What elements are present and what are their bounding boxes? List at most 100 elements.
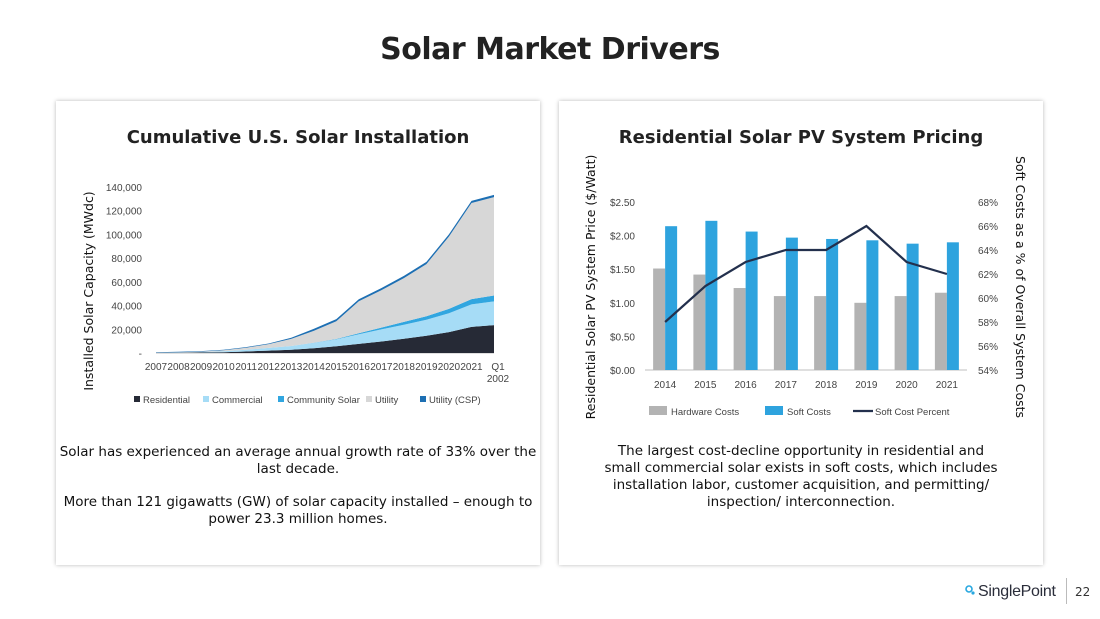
bar-soft-costs [906,243,919,370]
capacity-text: More than 121 gigawatts (GW) of solar ca… [63,494,533,527]
installation-chart-title: Cumulative U.S. Solar Installation [126,127,470,148]
y2-tick-label: 54% [978,366,998,377]
singlepoint-logo: SinglePoint [964,580,1056,604]
x-tick-label: 2008 [167,362,190,373]
legend-label-hardware-costs: Hardware Costs [671,407,739,418]
bar-soft-costs [745,231,758,370]
y-tick-label: 20,000 [111,325,142,336]
bar-soft-costs [785,237,798,370]
y2-axis-title: Soft Costs as a % of Overall System Cost… [1013,156,1028,418]
y2-tick-label: 56% [978,342,998,353]
installation-description: Solar has experienced an average annual … [56,444,540,528]
legend-swatch-community-solar [278,396,284,402]
x-tick-label: 2011 [235,362,257,373]
legend-label-community-solar: Community Solar [287,395,360,406]
x-tick-label: 2021 [936,380,959,391]
x-tick-label: 2017 [775,380,798,391]
legend-swatch-utility-csp [420,396,426,402]
bar-hardware-costs [773,296,786,370]
area-series-commercial [156,301,494,353]
bar-soft-costs [866,240,879,370]
legend-label-commercial: Commercial [212,395,263,406]
y2-tick-label: 64% [978,246,998,257]
x-tick-label: 2017 [370,362,393,373]
y2-tick-label: 62% [978,270,998,281]
bar-hardware-costs [733,288,746,370]
legend-swatch-hardware-costs [649,406,667,415]
y-tick-label: 40,000 [111,302,142,313]
x-tick-label: Q1 2002 [487,362,510,385]
area-series-utility [156,197,494,353]
y-tick-label: - [139,349,142,360]
legend-label-residential: Residential [143,395,190,406]
x-tick-label: 2018 [815,380,838,391]
installation-chart-panel: Cumulative U.S. Solar Installation - 20,0… [56,101,540,565]
bar-soft-costs [946,242,959,370]
legend-swatch-soft-costs [765,406,783,415]
y-tick-label: 80,000 [111,254,142,265]
bar-soft-costs [826,238,839,370]
y-tick-label: $2.00 [610,232,635,243]
x-tick-label: 2014 [303,362,326,373]
legend-swatch-commercial [203,396,209,402]
legend-label-utility: Utility [375,395,398,406]
x-tick-label: 2007 [145,362,168,373]
bar-hardware-costs [693,274,706,370]
y-tick-label: 60,000 [111,278,142,289]
bar-hardware-costs [814,296,827,370]
x-tick-label: 2010 [212,362,235,373]
logo-dots-icon [965,585,975,595]
logo-text: SinglePoint [978,583,1056,600]
y-tick-label: 100,000 [106,230,143,241]
x-tick-label: 2009 [190,362,213,373]
growth-rate-text: Solar has experienced an average annual … [59,444,537,477]
legend-swatch-utility [366,396,372,402]
y-tick-label: 140,000 [106,183,143,194]
x-tick-label: 2016 [348,362,371,373]
pricing-chart-title: Residential Solar PV System Pricing [618,127,984,148]
pricing-combo-chart: $0.00 $0.50 $1.00 $1.50 $2.00 $2.50 54% 56% 58% 6… [583,155,1028,420]
area-series-residential [156,325,494,353]
y-tick-label: $0.00 [610,366,635,377]
x-tick-label: 2016 [735,380,758,391]
y2-tick-label: 60% [978,294,998,305]
legend-label-soft-costs: Soft Costs [787,407,831,418]
installation-area-chart: - 20,000 40,000 60,000 80,000 100,000 120,000 1… [81,183,510,406]
x-tick-label: 2015 [325,362,348,373]
pricing-chart-panel: Residential Solar PV System Pricing $0.0… [559,101,1043,565]
y-tick-label: $2.50 [610,198,635,209]
y-axis-title: Installed Solar Capacity (MWdc) [81,191,96,390]
x-tick-label: 2019 [855,380,878,391]
y2-tick-label: 66% [978,222,998,233]
x-tick-label: 2020 [438,362,461,373]
bar-soft-costs [705,220,718,370]
y-tick-label: $1.50 [610,265,635,276]
pricing-description: The largest cost-decline opportunity in … [604,443,998,510]
slide-title: Solar Market Drivers [380,32,720,67]
legend-swatch-residential [134,396,140,402]
x-tick-label: 2021 [460,362,483,373]
bar-hardware-costs [894,296,907,370]
bar-hardware-costs [854,302,867,370]
y-axis-title: Residential Solar PV System Price ($/Wat… [583,155,598,420]
bar-soft-costs [665,226,678,370]
x-tick-label: 2012 [258,362,281,373]
x-tick-label: 2018 [393,362,416,373]
y-tick-label: $1.00 [610,299,635,310]
x-tick-label: 2013 [280,362,303,373]
y2-tick-label: 58% [978,318,998,329]
x-tick-label: 2019 [415,362,438,373]
bar-hardware-costs [653,268,666,370]
x-tick-label: 2020 [896,380,919,391]
y-tick-label: $0.50 [610,332,635,343]
x-tick-label: 2014 [654,380,677,391]
bar-hardware-costs [934,292,947,370]
line-soft-cost-percent [664,224,948,323]
footer-divider [1066,578,1067,604]
page-number: 22 [1075,585,1091,599]
legend-label-utility-csp: Utility (CSP) [429,395,481,406]
x-tick-label: 2015 [694,380,717,391]
y-tick-label: 120,000 [106,207,143,218]
y2-tick-label: 68% [978,198,998,209]
legend-label-soft-cost-percent: Soft Cost Percent [875,407,950,418]
